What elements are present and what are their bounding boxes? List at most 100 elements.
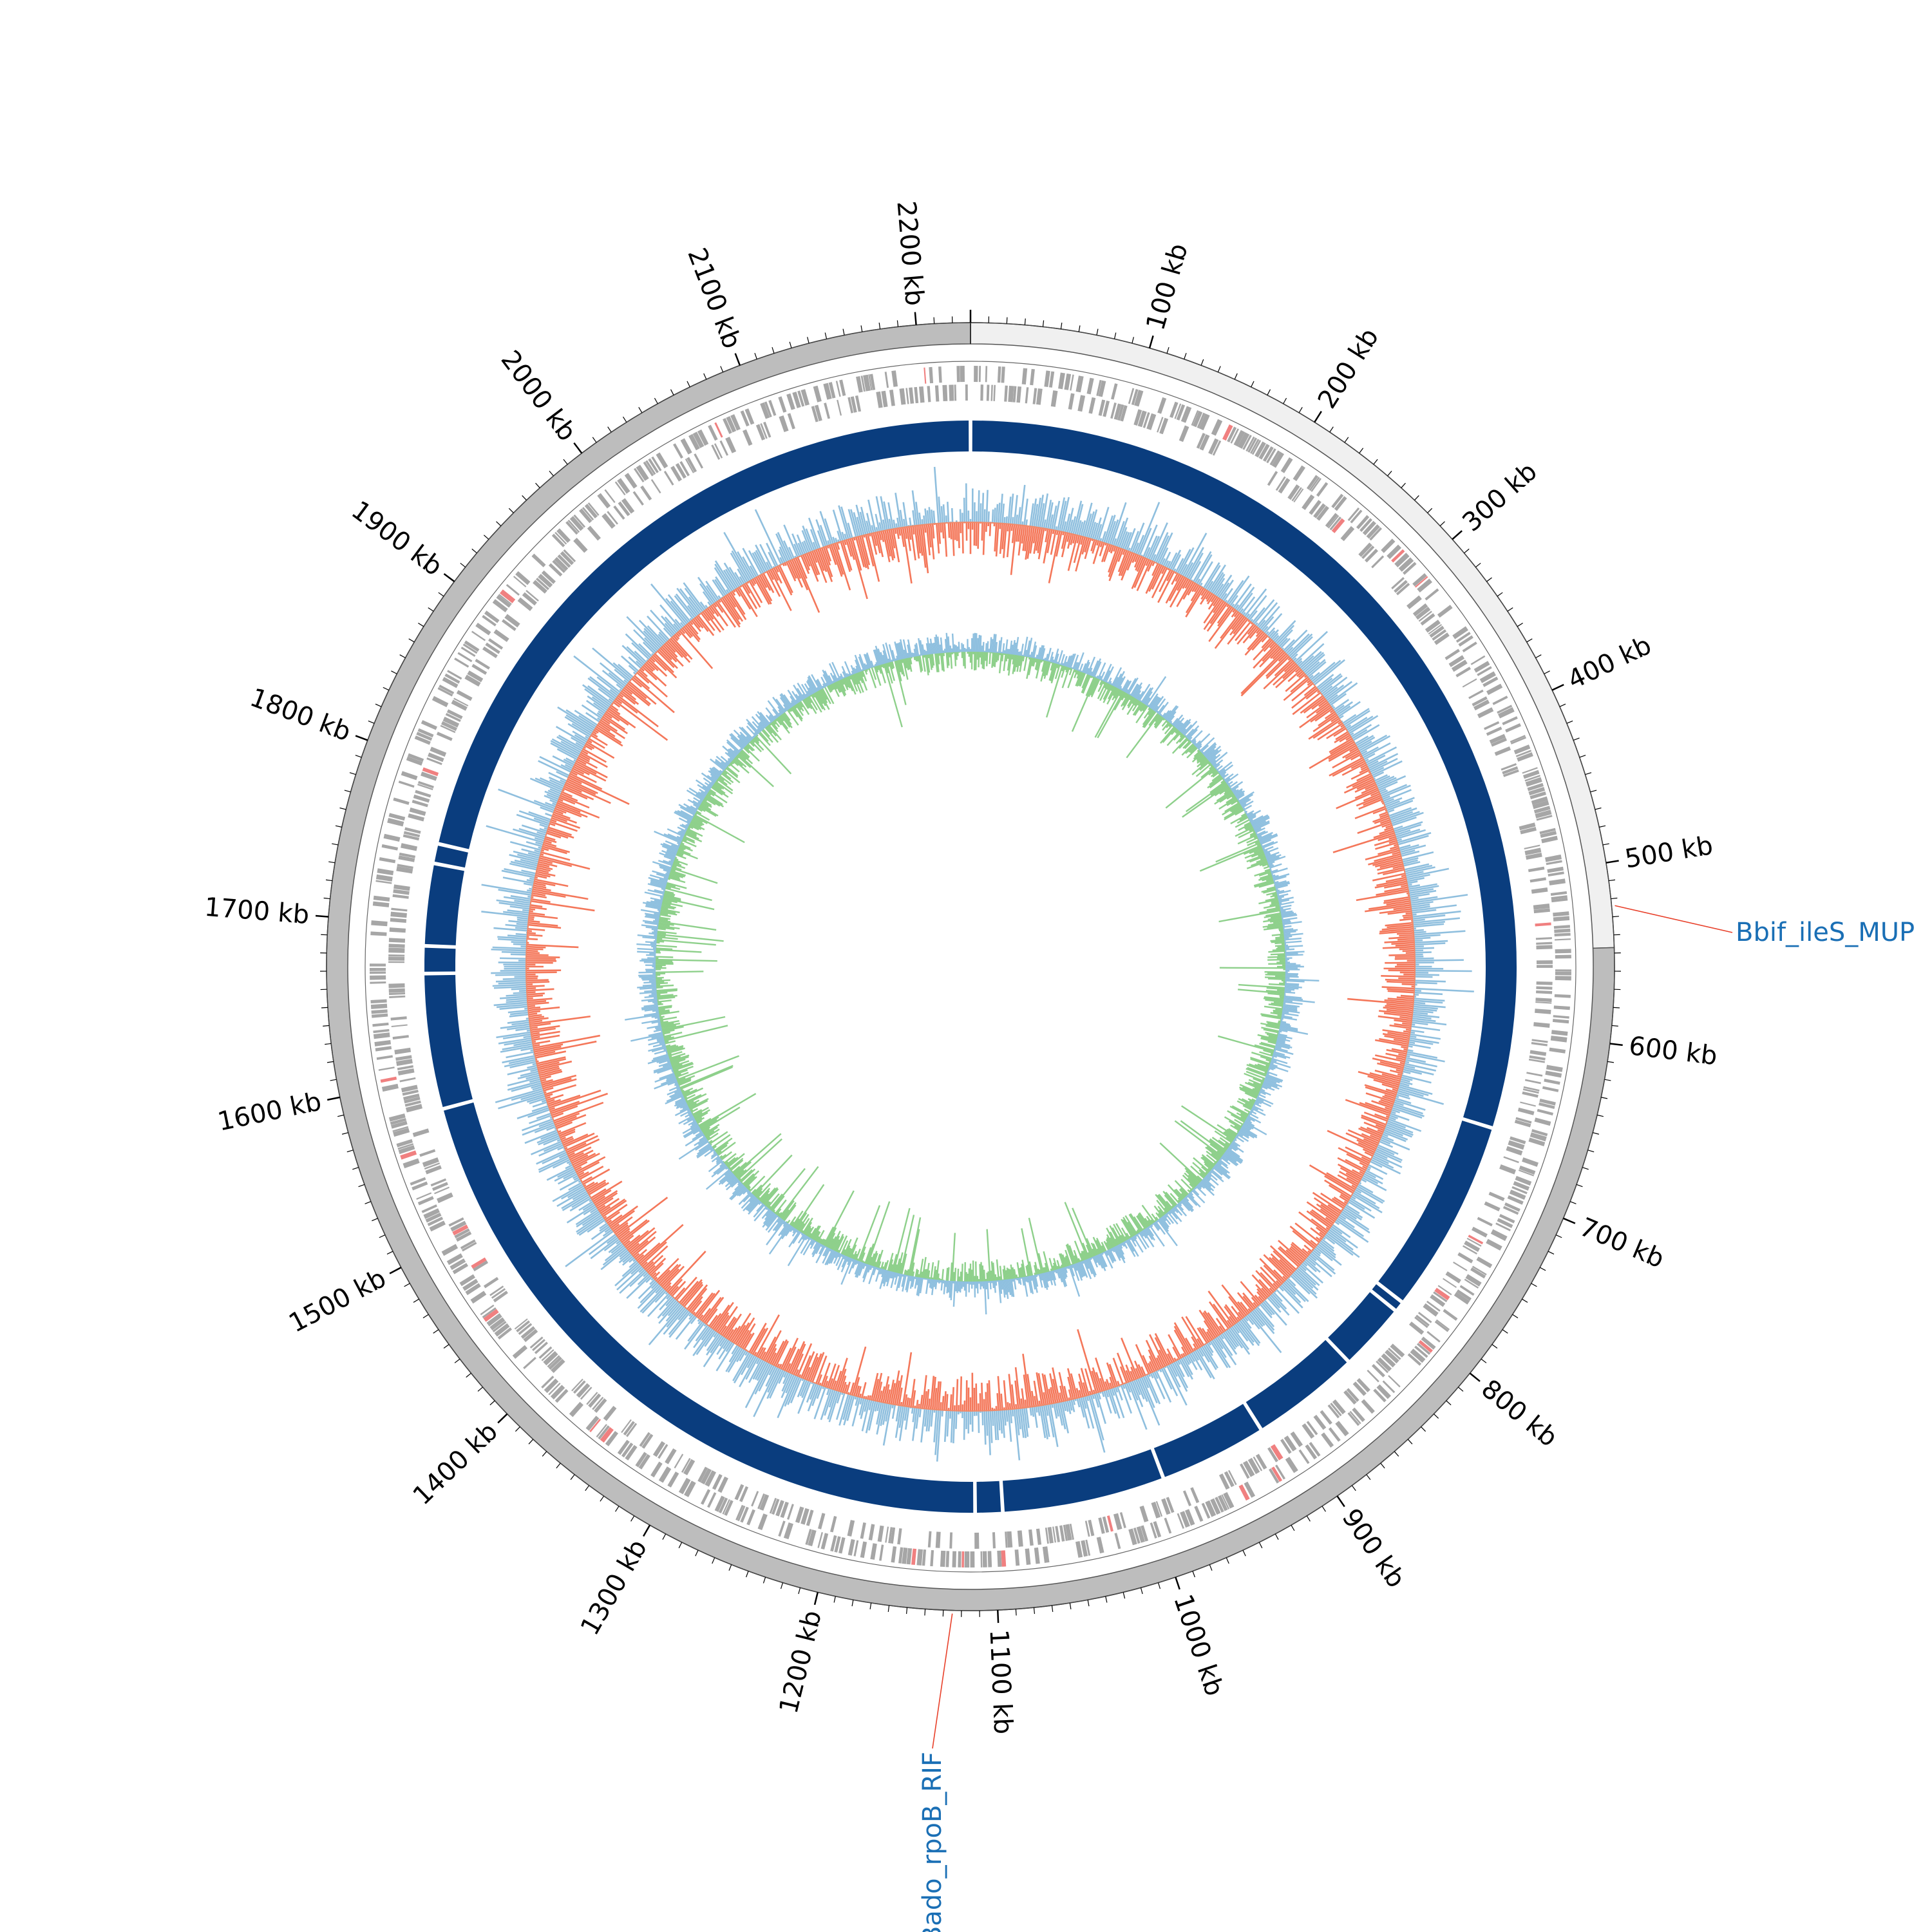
gene-feature [1069, 1523, 1074, 1540]
gene-feature [437, 1192, 453, 1204]
gene-feature [440, 724, 456, 734]
gene-feature [1519, 1165, 1536, 1175]
gene-feature [1247, 437, 1258, 453]
gene-feature [588, 1393, 601, 1408]
gene-feature [1527, 782, 1544, 791]
gene-feature [990, 384, 993, 401]
minor-tick [754, 352, 757, 359]
gene-feature [582, 507, 594, 521]
gene-feature [551, 533, 565, 547]
gene-feature [717, 1476, 728, 1493]
gene-feature [1491, 737, 1507, 747]
minor-tick [615, 1506, 620, 1512]
gene-feature [1513, 744, 1531, 755]
gene-feature [997, 366, 1001, 383]
gene-feature [1068, 393, 1075, 410]
gene-feature [1418, 611, 1432, 622]
gene-feature [853, 1540, 859, 1557]
gene-feature [1311, 478, 1321, 492]
gene-feature [1533, 806, 1551, 814]
minor-tick [1464, 548, 1470, 554]
gene-feature [993, 384, 996, 401]
gene-feature [1507, 1195, 1524, 1205]
gene-feature [426, 757, 442, 765]
gene-feature [1385, 1349, 1399, 1364]
major-tick [443, 573, 455, 583]
gene-feature [548, 1356, 562, 1370]
gene-feature [1486, 1238, 1502, 1251]
gene-feature [1503, 1156, 1519, 1164]
gene-feature [1477, 707, 1494, 719]
ruler-label: 900 kb [1336, 1504, 1411, 1593]
gene-feature [1416, 1343, 1431, 1355]
gene-feature [1184, 1509, 1195, 1526]
gene-feature [541, 570, 556, 584]
gene-feature [1554, 938, 1571, 941]
gene-feature [1199, 434, 1210, 451]
gene-feature [1502, 769, 1519, 777]
gene-feature [1045, 1527, 1049, 1544]
gene-feature [397, 1065, 414, 1071]
gc-content-track [481, 466, 1474, 1462]
gene-feature [485, 642, 500, 654]
gene-feature [1490, 1229, 1508, 1241]
gene-feature [422, 767, 439, 777]
gene-feature [402, 834, 420, 841]
gene-feature [1515, 1117, 1532, 1124]
gene-feature [1309, 500, 1321, 515]
gene-feature [1044, 370, 1050, 388]
minor-tick [1607, 1061, 1615, 1063]
gene-feature [779, 415, 789, 432]
gene-feature [740, 410, 750, 427]
gene-feature [1218, 1473, 1230, 1490]
gene-feature [1030, 368, 1035, 386]
gene-feature [417, 783, 433, 790]
gene-feature [554, 556, 569, 571]
gene-feature [820, 1533, 829, 1549]
gene-feature [714, 443, 723, 459]
gene-feature [1331, 493, 1344, 509]
gene-feature [1266, 448, 1276, 464]
gene-feature [949, 1532, 953, 1549]
gene-feature [814, 404, 822, 422]
gene-feature [1524, 844, 1540, 849]
gene-feature [571, 1378, 583, 1392]
gene-feature [760, 423, 768, 439]
gene-feature [638, 1454, 650, 1470]
gene-feature [1327, 1404, 1340, 1419]
gene-feature [974, 1532, 980, 1549]
gene-feature [856, 375, 863, 393]
gene-feature [744, 408, 755, 425]
gene-feature [1269, 1468, 1280, 1484]
gene-feature [416, 732, 433, 741]
minor-tick [1502, 1329, 1508, 1334]
major-tick [1148, 335, 1154, 348]
ruler-label: 400 kb [1563, 630, 1656, 696]
gene-feature [1170, 401, 1179, 418]
blast-hit-segment [1245, 1340, 1347, 1428]
minor-tick [703, 373, 707, 380]
gene-feature [769, 1497, 777, 1514]
gene-feature [1298, 1449, 1310, 1464]
gene-feature [453, 697, 469, 706]
minor-tick [638, 406, 643, 413]
minor-tick [1544, 670, 1550, 674]
ruler-label: 1700 kb [204, 893, 310, 930]
gene-feature [1371, 555, 1385, 569]
gene-feature [1325, 513, 1338, 528]
gene-feature [573, 538, 588, 553]
gene-feature [1432, 629, 1447, 641]
gene-feature [1415, 607, 1431, 620]
contig-segment-0 [970, 322, 1615, 949]
minor-tick [383, 687, 390, 691]
blast-hit-segment [424, 947, 456, 972]
gene-feature [1366, 524, 1380, 539]
gene-feature [1458, 635, 1473, 647]
minor-tick [1458, 1387, 1464, 1392]
gene-feature [899, 388, 906, 405]
gene-feature [1421, 1336, 1436, 1350]
minor-tick [346, 1150, 354, 1153]
gene-feature [1320, 1410, 1332, 1425]
gene-feature [415, 790, 431, 798]
gene-feature [1290, 1431, 1303, 1447]
